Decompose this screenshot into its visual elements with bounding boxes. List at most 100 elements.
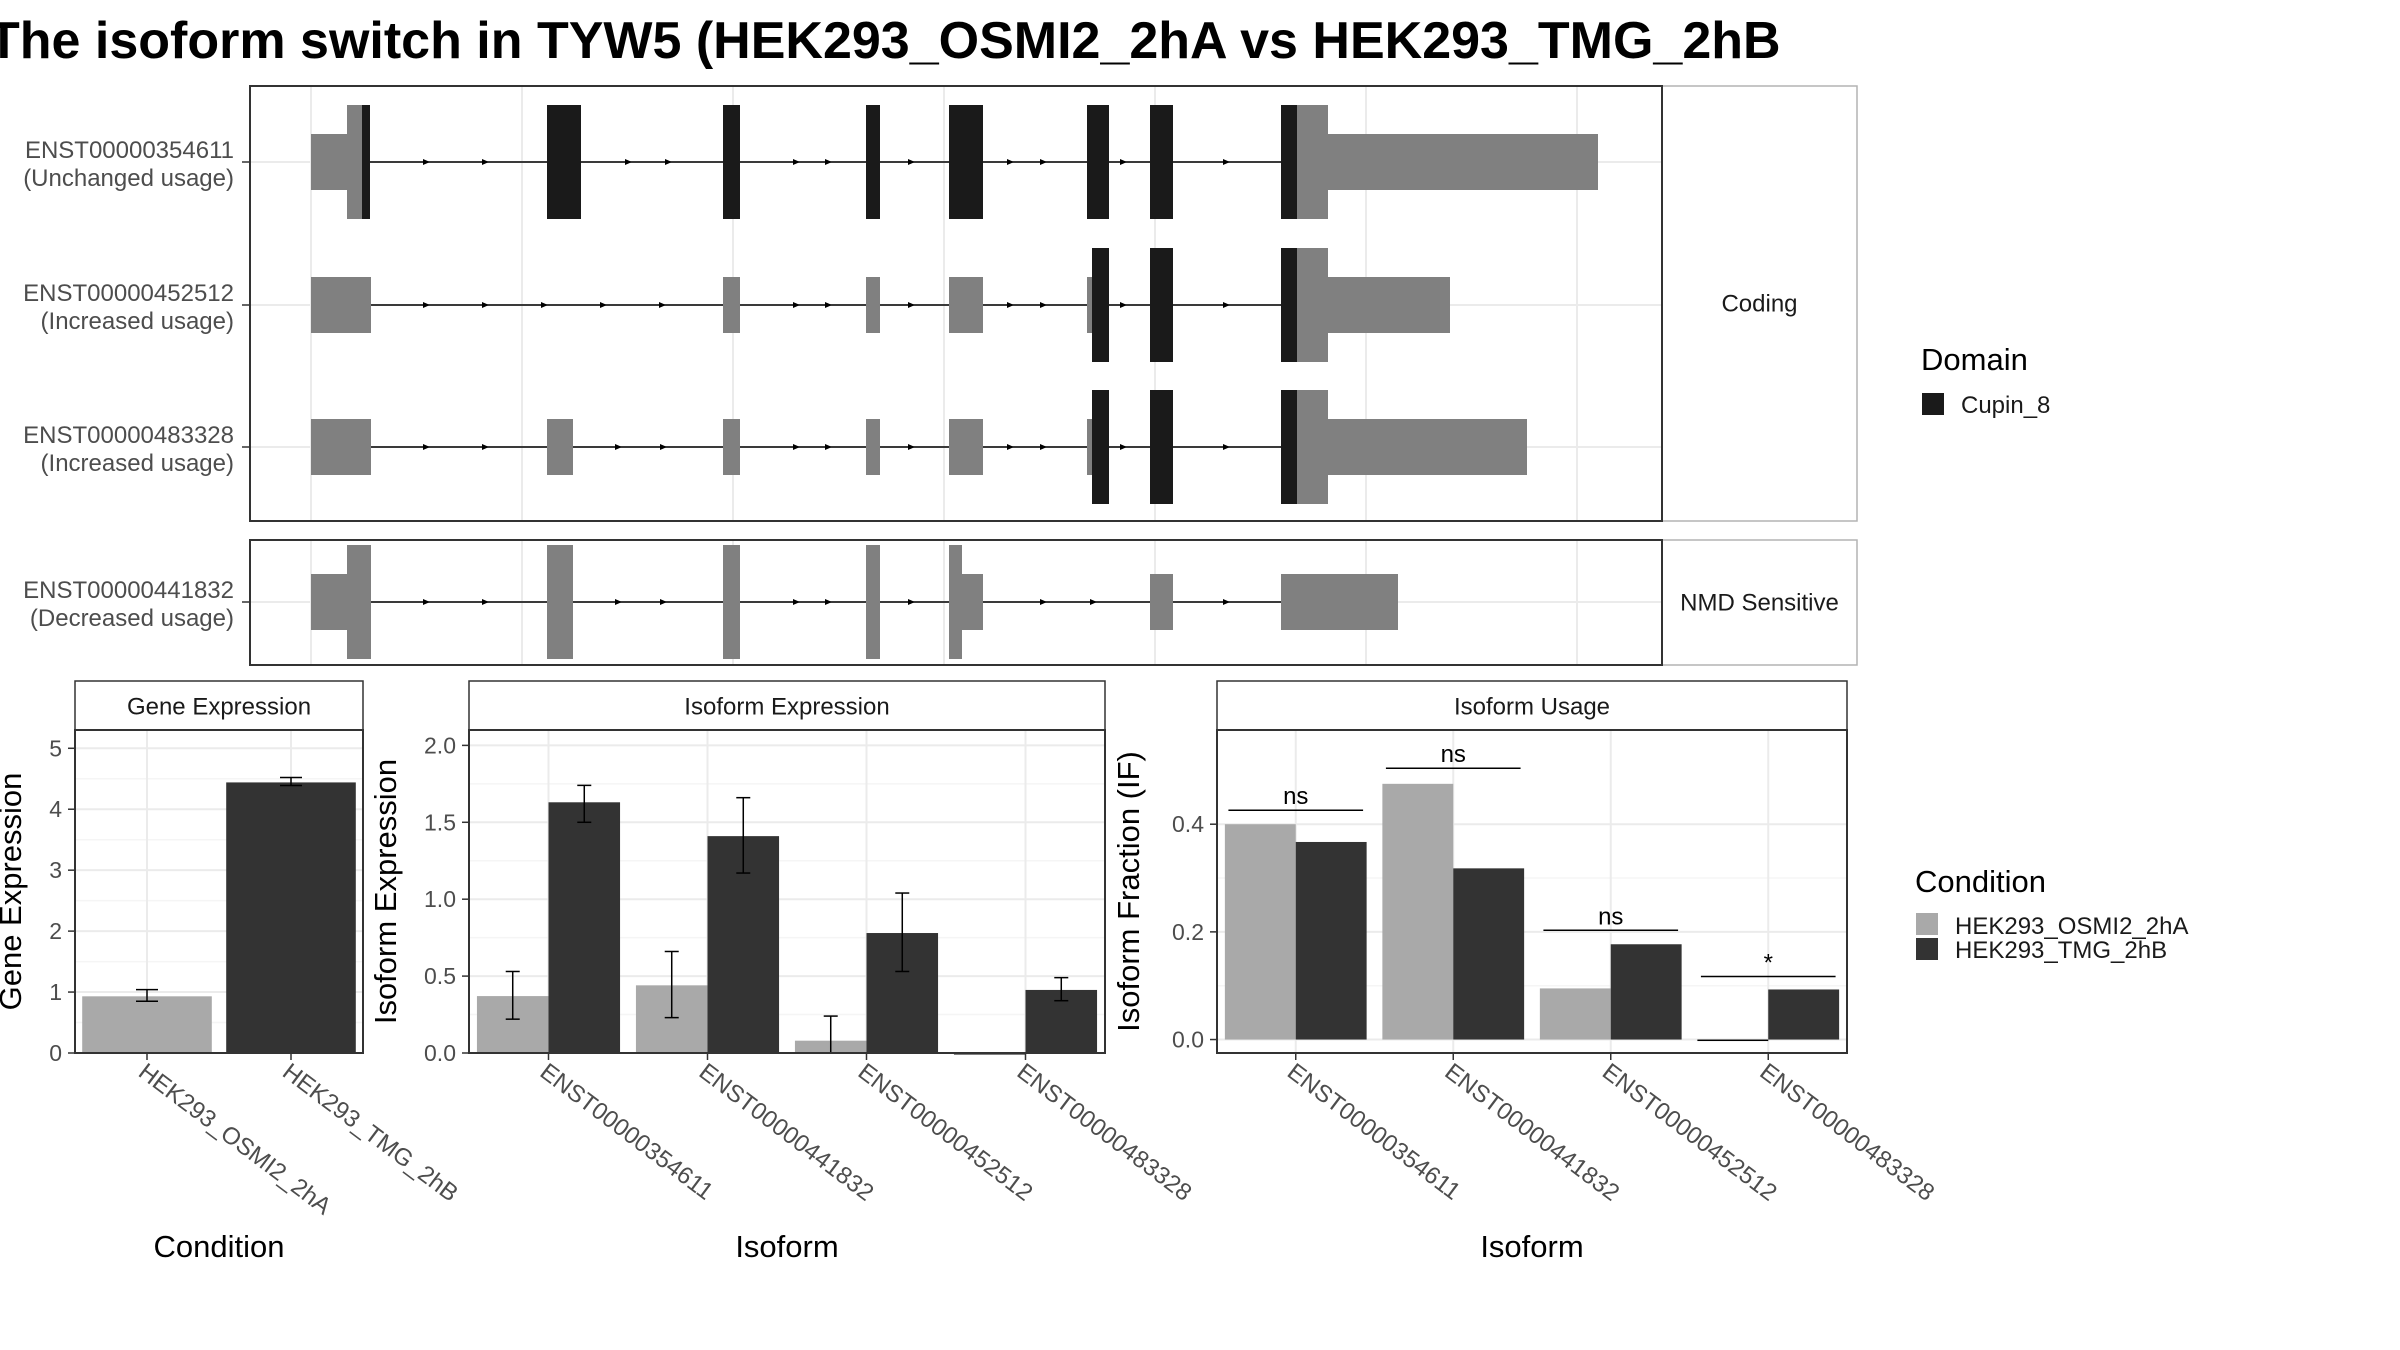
- bar: [1697, 1039, 1769, 1042]
- exon-block: [547, 545, 573, 659]
- x-tick-label: ENST00000441832: [694, 1058, 879, 1206]
- direction-arrow: [482, 302, 489, 308]
- y-axis-title: Gene Expression: [0, 773, 28, 1011]
- direction-arrow: [908, 599, 915, 605]
- condition-legend-label: HEK293_OSMI2_2hA: [1955, 913, 2188, 940]
- transcript-id-label: ENST00000441832: [23, 577, 234, 604]
- exon-domain-cupin8: [1281, 390, 1297, 504]
- direction-arrow: [793, 444, 800, 450]
- direction-arrow: [793, 159, 800, 165]
- exon-domain-cupin8: [1092, 248, 1109, 362]
- transcript-usage-label: (Increased usage): [41, 450, 234, 477]
- exon-domain-cupin8: [1281, 105, 1297, 219]
- x-tick-label: ENST00000452512: [1597, 1058, 1782, 1206]
- y-axis-title: Isoform Fraction (IF): [1111, 751, 1146, 1032]
- exon-domain-cupin8: [547, 105, 581, 219]
- y-tick-label: 1.5: [424, 809, 456, 835]
- transcript-row: ENST00000441832(Decreased usage): [23, 545, 1398, 659]
- transcript-id-label: ENST00000483328: [23, 422, 234, 449]
- direction-arrow: [482, 444, 489, 450]
- x-tick-label: ENST00000354611: [535, 1058, 718, 1205]
- facet-strip: [1661, 539, 1858, 666]
- direction-arrow: [615, 599, 622, 605]
- bar: [1539, 988, 1611, 1040]
- bar: [1382, 783, 1454, 1040]
- x-axis-title: Isoform: [735, 1229, 838, 1264]
- direction-arrow: [482, 599, 489, 605]
- panel-title: Isoform Usage: [1454, 694, 1610, 721]
- y-tick-label: 1: [49, 979, 62, 1005]
- panel-title: Gene Expression: [127, 694, 311, 721]
- exon-block: [1150, 574, 1173, 630]
- bar: [1768, 989, 1840, 1040]
- x-tick-label: ENST00000441832: [1440, 1058, 1625, 1206]
- y-tick-label: 0.5: [424, 963, 456, 989]
- y-tick-label: 2: [49, 918, 62, 944]
- panel-strip: [468, 680, 1106, 731]
- direction-arrow: [1120, 159, 1127, 165]
- y-tick-label: 3: [49, 857, 62, 883]
- direction-arrow: [482, 159, 489, 165]
- direction-arrow: [825, 159, 832, 165]
- exon-domain-cupin8: [1092, 390, 1109, 504]
- exon-domain-cupin8: [1150, 248, 1173, 362]
- transcript-panel-nmd-sensitive: NMD Sensitive ENST00000441832(Decreased u…: [23, 539, 1858, 666]
- exon-block: [1087, 419, 1092, 475]
- transcript-usage-label: (Decreased usage): [30, 605, 234, 632]
- direction-arrow: [793, 599, 800, 605]
- direction-arrow: [825, 302, 832, 308]
- direction-arrow: [908, 159, 915, 165]
- exon-block: [547, 419, 573, 475]
- direction-arrow: [423, 599, 430, 605]
- panel-border: [74, 729, 364, 1054]
- exon-block: [311, 277, 371, 333]
- direction-arrow: [541, 302, 548, 308]
- significance-label: ns: [1441, 741, 1466, 768]
- direction-arrow: [660, 599, 667, 605]
- direction-arrow: [908, 444, 915, 450]
- exon-domain-cupin8: [1150, 105, 1173, 219]
- exon-block: [723, 277, 740, 333]
- exon-block: [347, 105, 362, 219]
- facet-strip: [1661, 85, 1858, 522]
- direction-arrow: [1007, 444, 1014, 450]
- bar: [82, 996, 212, 1053]
- bar: [1610, 944, 1682, 1040]
- exon-block: [962, 574, 983, 630]
- exon-block: [347, 545, 371, 659]
- exon-block: [949, 419, 983, 475]
- panel-strip: [74, 680, 364, 731]
- direction-arrow: [1007, 159, 1014, 165]
- transcript-row: ENST00000354611(Unchanged usage): [23, 105, 1598, 219]
- condition-legend-swatch-osmi: [1916, 913, 1938, 935]
- domain-legend-swatch: [1922, 393, 1944, 415]
- y-tick-label: 0.0: [1172, 1027, 1204, 1053]
- x-axis-title: Condition: [154, 1229, 285, 1264]
- exon-block: [1297, 248, 1328, 362]
- bar: [1224, 824, 1296, 1040]
- direction-arrow: [1090, 599, 1097, 605]
- x-axis-title: Isoform: [1480, 1229, 1583, 1264]
- exon-block: [723, 419, 740, 475]
- transcript-usage-label: (Increased usage): [41, 308, 234, 335]
- panel-border: [468, 729, 1106, 1054]
- panel-strip: [1216, 680, 1848, 731]
- y-tick-label: 5: [49, 735, 62, 761]
- direction-arrow: [1040, 159, 1047, 165]
- exon-domain-cupin8: [1087, 105, 1109, 219]
- y-axis-title: Isoform Expression: [368, 759, 403, 1024]
- y-tick-label: 1.0: [424, 886, 456, 912]
- transcript-id-label: ENST00000452512: [23, 280, 234, 307]
- exon-block: [311, 419, 371, 475]
- exon-domain-cupin8: [723, 105, 740, 219]
- direction-arrow: [423, 302, 430, 308]
- panel-title: Isoform Expression: [684, 694, 889, 721]
- significance-label: ns: [1283, 783, 1308, 810]
- transcript-row: ENST00000452512(Increased usage): [23, 248, 1450, 362]
- domain-legend-label: Cupin_8: [1961, 392, 2050, 419]
- exon-domain-cupin8: [362, 105, 370, 219]
- x-tick-label: ENST00000452512: [853, 1058, 1038, 1206]
- facet-strip-label: NMD Sensitive: [1680, 590, 1839, 617]
